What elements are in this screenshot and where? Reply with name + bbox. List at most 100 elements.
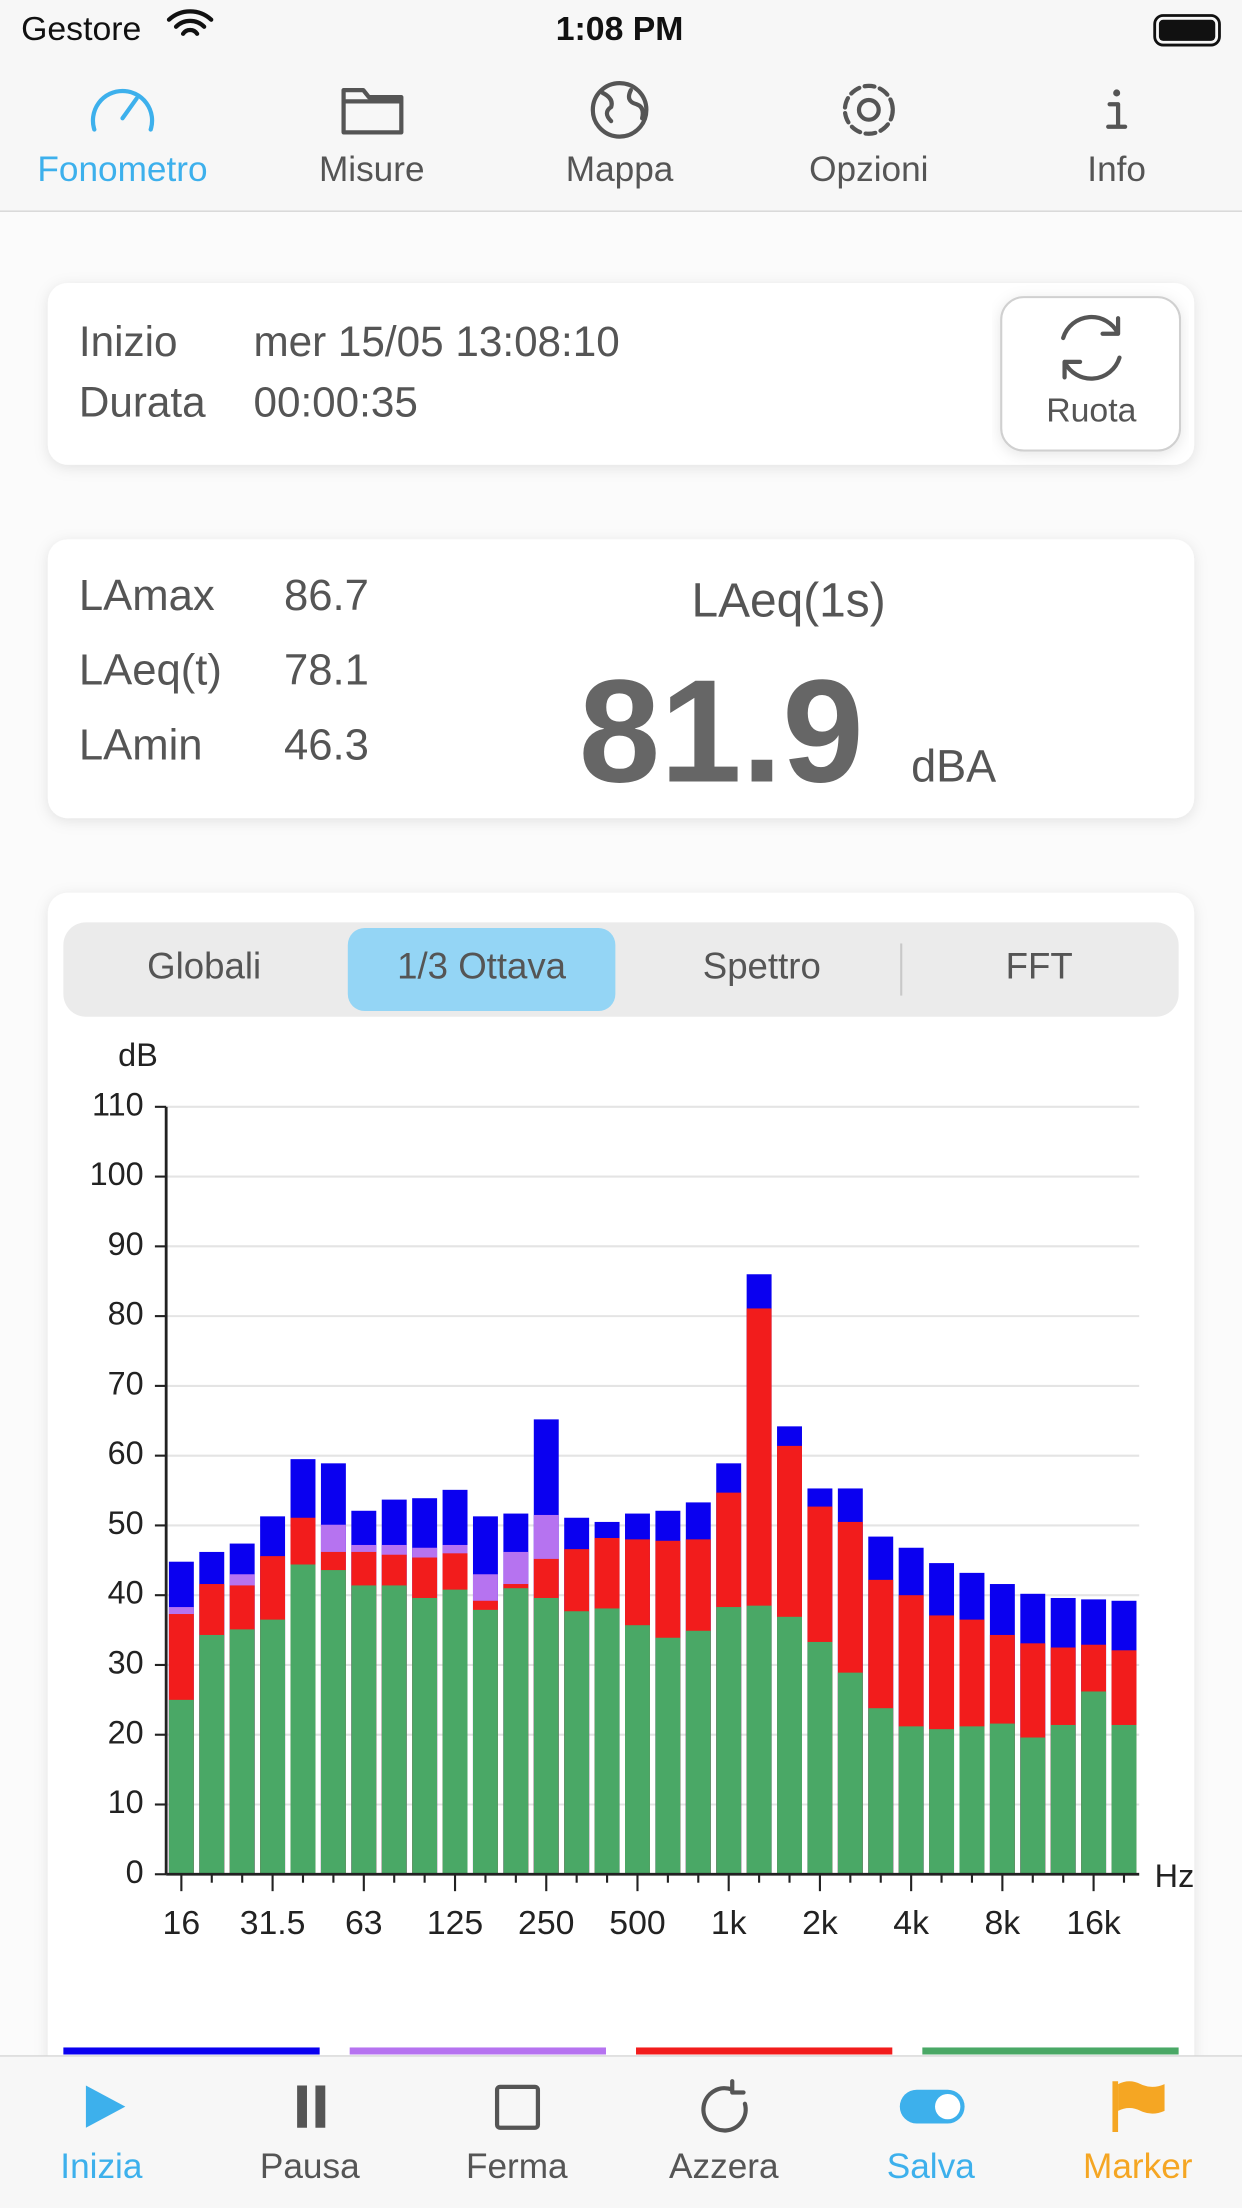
toolbar-label: Inizia (60, 2147, 143, 2186)
tab-opzioni[interactable]: Opzioni (809, 83, 928, 189)
segment[interactable]: Spettro (703, 945, 821, 986)
save-toggle[interactable]: Salva (887, 2089, 975, 2186)
y-tick-label: 70 (108, 1365, 144, 1401)
x-tick-label: 8k (985, 1904, 1021, 1942)
session-card (47, 283, 1195, 465)
bar (746, 1605, 772, 1875)
bar (533, 1597, 559, 1875)
tab-fonometro[interactable]: Fonometro (37, 88, 208, 189)
current-value: 81.9 (579, 650, 864, 814)
flag-icon (1118, 2081, 1165, 2114)
segment[interactable]: FFT (1006, 945, 1073, 986)
segment[interactable]: 1/3 Ottava (397, 945, 567, 986)
y-tick-label: 90 (108, 1226, 144, 1262)
bar (564, 1611, 590, 1875)
info-dot (1113, 89, 1121, 97)
y-tick-label: 40 (108, 1575, 144, 1611)
play-icon (85, 2085, 126, 2128)
bar (412, 1597, 438, 1875)
y-tick-label: 100 (90, 1156, 144, 1192)
level-label: LAmax (79, 571, 215, 620)
tab-misure[interactable]: Misure (319, 88, 425, 189)
rotate-button[interactable]: Ruota (1000, 296, 1182, 452)
pause-button[interactable]: Pausa (260, 2085, 360, 2186)
bar (929, 1729, 955, 1875)
bar (442, 1589, 468, 1875)
start-label: Inizio (79, 318, 178, 365)
bar (989, 1723, 1015, 1875)
level-value: 46.3 (284, 720, 369, 769)
y-tick-label: 60 (108, 1435, 144, 1471)
wifi-icon (166, 9, 214, 36)
x-tick-label: 16 (163, 1904, 201, 1942)
tab-mappa[interactable]: Mappa (566, 80, 674, 189)
level-value: 78.1 (284, 646, 369, 695)
bar (199, 1634, 225, 1875)
button-frame (1000, 296, 1182, 452)
levels-card (47, 539, 1195, 819)
bar (655, 1637, 681, 1875)
bar (351, 1585, 377, 1875)
chart: dB Hz 0 10 20 30 40 50 60 70 80 90 100 110 16 31.5 63 1… (90, 1037, 1195, 1942)
current-label: LAeq(1s) (691, 575, 885, 628)
toolbar-label: Azzera (669, 2147, 779, 2186)
gear-teeth (842, 83, 895, 136)
toggle-knob (935, 2093, 961, 2120)
segment[interactable]: Globali (147, 945, 261, 986)
bar (868, 1708, 894, 1875)
duration-label: Durata (79, 379, 206, 426)
bar (168, 1699, 194, 1875)
legend-swatch (922, 2047, 1179, 2055)
reset-button[interactable]: Azzera (669, 2079, 779, 2186)
start-value: mer 15/05 13:08:10 (253, 318, 619, 365)
marker-button[interactable]: Marker (1083, 2081, 1193, 2186)
bar (594, 1608, 620, 1875)
level-value: 86.7 (284, 571, 369, 620)
bar (503, 1588, 529, 1875)
x-tick-label: 63 (345, 1904, 383, 1942)
info-icon (1106, 102, 1128, 129)
tab-label: Opzioni (809, 150, 928, 189)
y-tick-label: 10 (108, 1784, 144, 1820)
tab-label: Info (1087, 150, 1146, 189)
segment-selected (347, 927, 616, 1012)
stop-button[interactable]: Ferma (466, 2084, 568, 2186)
carrier: Gestore (21, 10, 141, 48)
pause-icon (315, 2085, 326, 2128)
reset-icon (701, 2079, 748, 2133)
y-tick-label: 80 (108, 1296, 144, 1332)
toolbar (0, 2055, 1242, 2208)
x-tick-label: 125 (427, 1904, 483, 1942)
current-unit: dBA (911, 741, 996, 792)
gear-icon (856, 97, 881, 122)
globe-lines (600, 88, 645, 124)
x-tick-label: 500 (609, 1904, 665, 1942)
button-label: Ruota (1046, 392, 1136, 430)
bar (716, 1607, 742, 1875)
bar (290, 1564, 316, 1875)
y-tick-label: 0 (126, 1854, 144, 1890)
bar (1111, 1724, 1137, 1875)
legend-swatch (63, 2047, 320, 2055)
toolbar-label: Marker (1083, 2147, 1193, 2186)
tab-label: Mappa (566, 150, 674, 189)
bar (1020, 1737, 1046, 1875)
level-label: LAeq(t) (79, 646, 222, 695)
x-tick-label: 2k (802, 1904, 838, 1942)
y-tick-label: 30 (108, 1645, 144, 1681)
rotate-icon (1061, 314, 1122, 381)
start-button[interactable]: Inizia (60, 2085, 143, 2186)
bar (472, 1609, 498, 1875)
stop-icon (494, 2084, 541, 2130)
bar (625, 1625, 650, 1875)
tab-label: Misure (319, 150, 425, 189)
x-tick-label: 16k (1066, 1904, 1121, 1942)
segmented-control (63, 922, 1179, 1017)
legend-swatch (636, 2047, 893, 2055)
tab-info[interactable]: Info (1087, 89, 1146, 189)
x-tick-label: 4k (893, 1904, 929, 1942)
x-tick-label: 250 (518, 1904, 574, 1942)
bar (685, 1630, 711, 1875)
